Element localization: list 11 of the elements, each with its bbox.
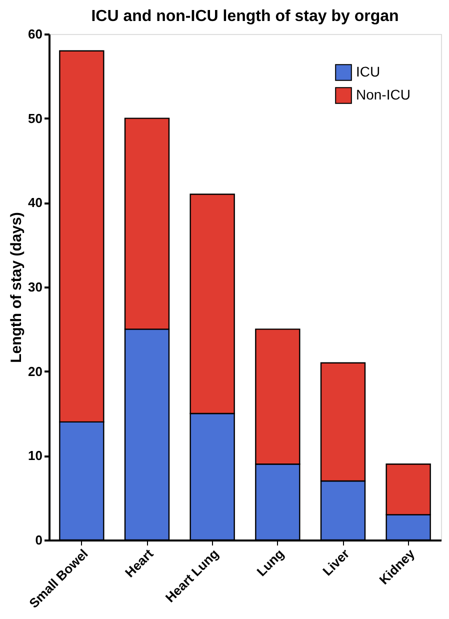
- y-tick-label: 40: [28, 195, 42, 210]
- chart-title: ICU and non-ICU length of stay by organ: [91, 8, 399, 25]
- y-tick-label: 50: [28, 110, 42, 126]
- legend-label: ICU: [356, 64, 380, 80]
- y-tick-label: 30: [28, 280, 42, 294]
- legend-label: Non-ICU: [356, 86, 410, 102]
- y-tick-label: 60: [28, 26, 42, 42]
- y-axis-title: Length of stay (days): [8, 212, 26, 363]
- y-tick-label: 20: [28, 364, 42, 379]
- y-tick-label: 0: [35, 532, 42, 548]
- y-tick-label: 10: [28, 448, 42, 464]
